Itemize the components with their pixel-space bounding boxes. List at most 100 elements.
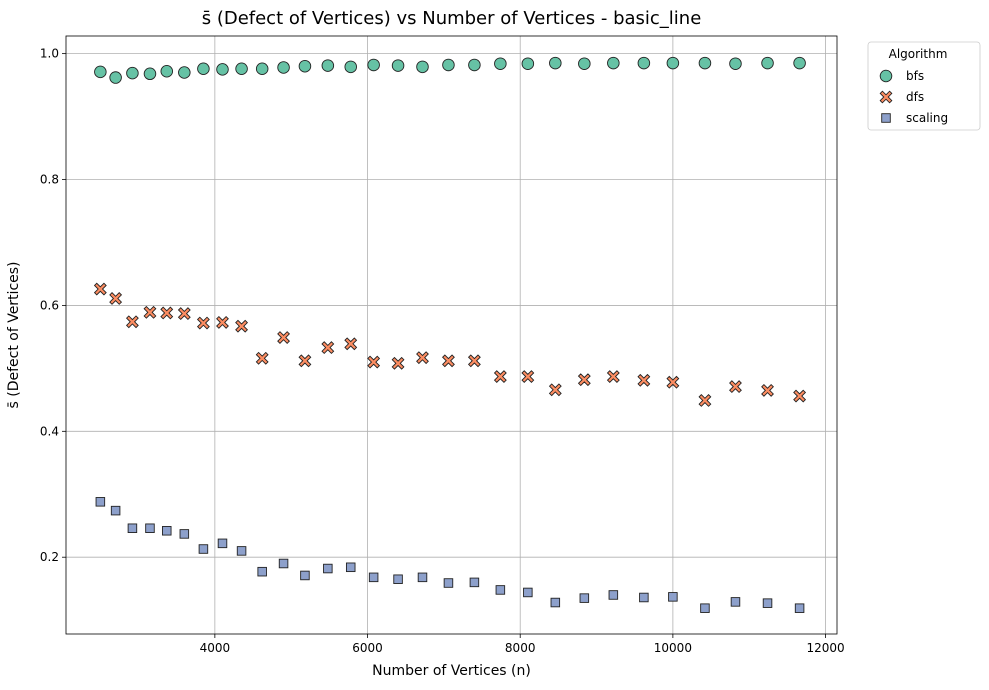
dfs-point [177, 307, 191, 321]
bfs-point [126, 66, 139, 80]
dfs-point [109, 292, 123, 305]
bfs-point [416, 60, 429, 74]
scaling-point [579, 593, 590, 603]
legend-box [867, 41, 981, 131]
series-bfs [94, 56, 806, 84]
x-tick-label: 8000 [505, 641, 536, 655]
scaling-point [300, 570, 310, 581]
bfs-point [298, 59, 312, 73]
scaling-point [608, 590, 619, 600]
dfs-point [235, 319, 249, 333]
scaling-point [110, 505, 121, 516]
dfs-point [729, 380, 742, 394]
scaling-point [393, 574, 403, 584]
legend-label: scaling [906, 111, 948, 125]
dfs-point [321, 341, 335, 355]
legend-item-scaling: scaling [881, 111, 948, 125]
plot-area [65, 35, 838, 635]
y-tick-label: 0.6 [40, 298, 59, 312]
x-tick-label: 10000 [654, 641, 692, 655]
bfs-point [216, 63, 229, 76]
dfs-point [143, 305, 157, 319]
scaling-point [368, 572, 379, 583]
bfs-point [109, 71, 122, 84]
dfs-point [442, 354, 455, 368]
dfs-point [367, 355, 381, 369]
series-scaling [95, 497, 805, 613]
scaling-point [700, 603, 710, 613]
bfs-point [160, 65, 174, 78]
x-tick-label: 6000 [352, 641, 383, 655]
scaling-point [257, 566, 267, 577]
dfs-point [467, 354, 481, 368]
bfs-point [391, 59, 405, 72]
bfs-point [344, 60, 357, 74]
scaling-point [217, 538, 228, 549]
bfs-point [578, 57, 591, 70]
scaling-point [179, 529, 190, 539]
legend-item-dfs: dfs [879, 90, 924, 104]
y-tick-label: 1.0 [40, 47, 59, 61]
bfs-point [367, 58, 380, 72]
scaling-point [127, 523, 138, 533]
bfs-point [321, 59, 335, 72]
bfs-point [255, 62, 269, 75]
x-tick-label: 12000 [806, 641, 844, 655]
bfs-point [729, 57, 742, 70]
x-tick-label: 4000 [200, 641, 231, 655]
dfs-point [666, 375, 680, 389]
dfs-point [93, 282, 107, 296]
bfs-point [666, 56, 680, 70]
scaling-point [162, 526, 172, 536]
dfs-point [391, 356, 405, 370]
scaling-point [345, 562, 356, 573]
dfs-point [637, 373, 651, 387]
scaling-point [417, 572, 428, 583]
dfs-point [577, 373, 591, 387]
bfs-point [442, 58, 455, 72]
series-dfs [93, 282, 807, 407]
bfs-point [235, 62, 248, 75]
bfs-point [761, 56, 774, 70]
dfs-point [493, 370, 507, 383]
grid [66, 36, 837, 634]
bfs-point [197, 62, 210, 75]
y-axis-label: s̄ (Defect of Vertices) [6, 261, 22, 408]
dfs-point [793, 389, 807, 403]
scaling-point [639, 592, 649, 603]
bfs-point [698, 56, 712, 70]
dfs-point [277, 331, 290, 344]
bfs-point [607, 56, 620, 70]
x-axis-label: Number of Vertices (n) [372, 663, 531, 679]
scaling-point [443, 578, 454, 588]
data-points [93, 56, 807, 613]
scaling-point [495, 585, 506, 595]
legend-label: bfs [906, 69, 924, 83]
legend-marker-scaling [881, 113, 891, 123]
scaling-point [236, 546, 247, 556]
scaling-point [794, 603, 805, 613]
bfs-point [178, 66, 191, 79]
bfs-point [521, 57, 535, 70]
dfs-point [521, 370, 535, 383]
scaling-point [730, 597, 741, 607]
y-tick-label: 0.2 [40, 550, 59, 564]
legend-marker-dfs [879, 90, 893, 104]
scaling-point [762, 598, 773, 608]
scaling-point [198, 544, 209, 554]
dfs-point [255, 351, 269, 365]
chart-title: s̄ (Defect of Vertices) vs Number of Ver… [202, 8, 702, 29]
bfs-point [468, 58, 481, 72]
y-tick-label: 0.8 [40, 173, 59, 187]
dfs-point [416, 351, 429, 365]
scaling-point [469, 577, 480, 588]
dfs-point [548, 383, 562, 397]
dfs-point [298, 354, 312, 368]
legend-title: Algorithm [889, 47, 948, 61]
scaling-point [278, 558, 289, 569]
scaling-point [95, 497, 106, 507]
dfs-point [698, 394, 712, 407]
legend: Algorithm bfs dfs scaling [867, 41, 981, 131]
scaling-point [668, 592, 678, 602]
bfs-point [637, 56, 651, 70]
